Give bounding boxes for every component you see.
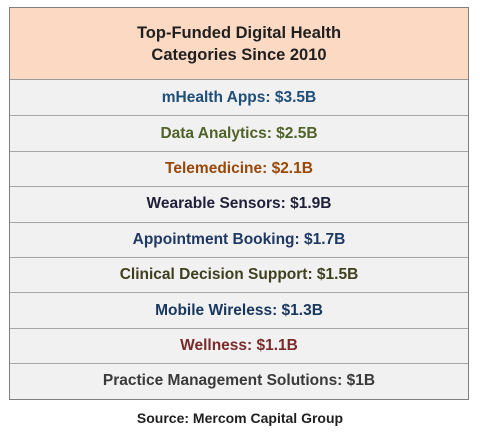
table-row: Wellness: $1.1B — [10, 327, 468, 364]
title-line-1: Top-Funded Digital Health — [136, 23, 342, 42]
table-body: mHealth Apps: $3.5B Data Analytics: $2.5B… — [10, 80, 468, 399]
table-title: Top-Funded Digital Health Categories Sin… — [10, 8, 468, 80]
table-row: mHealth Apps: $3.5B — [10, 80, 468, 116]
row-label: mHealth Apps: $3.5B — [161, 88, 317, 106]
source-note: Source: Mercom Capital Group — [136, 410, 344, 426]
title-line-2: Categories Since 2010 — [151, 45, 327, 64]
table-row: Practice Management Solutions: $1B — [10, 363, 468, 399]
table-row: Appointment Booking: $1.7B — [10, 221, 468, 257]
row-label: Mobile Wireless: $1.3B — [155, 301, 323, 319]
table-row: Clinical Decision Support: $1.5B — [10, 256, 468, 293]
table-row: Mobile Wireless: $1.3B — [10, 292, 468, 328]
table-row: Telemedicine: $2.1B — [10, 150, 468, 187]
row-label: Clinical Decision Support: $1.5B — [119, 266, 359, 284]
row-label: Appointment Booking: $1.7B — [132, 230, 346, 248]
table-row: Data Analytics: $2.5B — [10, 115, 468, 151]
row-label: Wellness: $1.1B — [180, 336, 298, 354]
row-label: Telemedicine: $2.1B — [165, 159, 313, 177]
row-label: Data Analytics: $2.5B — [160, 124, 318, 142]
funding-table: Top-Funded Digital Health Categories Sin… — [9, 7, 469, 400]
table-row: Wearable Sensors: $1.9B — [10, 186, 468, 222]
row-label: Wearable Sensors: $1.9B — [146, 195, 332, 213]
row-label: Practice Management Solutions: $1B — [102, 372, 376, 390]
